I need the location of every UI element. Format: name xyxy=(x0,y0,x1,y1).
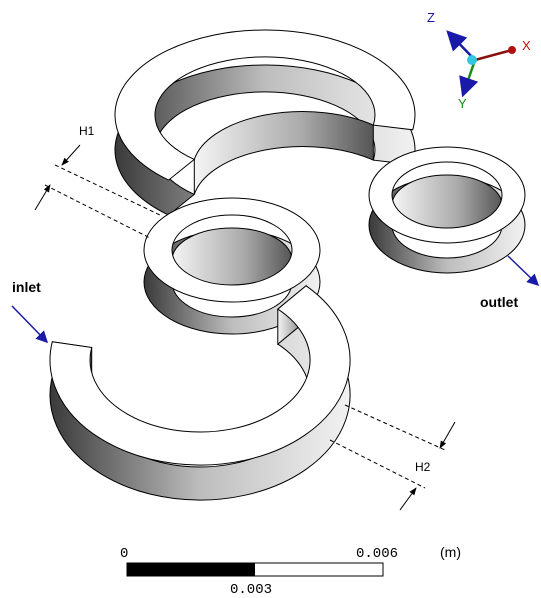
scale-start: 0 xyxy=(120,546,128,562)
scale-mid: 0.003 xyxy=(230,582,272,598)
dimension-h2: H2 xyxy=(330,405,455,510)
y-axis-label: Y xyxy=(458,96,467,111)
z-axis-label: Z xyxy=(427,10,435,25)
h1-label: H1 xyxy=(79,124,95,138)
h2-label: H2 xyxy=(415,460,431,474)
right-ring xyxy=(369,147,525,273)
axis-triad: Z X Y xyxy=(427,10,531,111)
outlet-arrow xyxy=(508,256,538,285)
x-axis-label: X xyxy=(522,38,531,53)
inlet-arrow xyxy=(12,306,47,342)
scale-end: 0.006 xyxy=(356,546,398,562)
outlet-label: outlet xyxy=(480,294,518,310)
viewport: H1 H2 inlet outlet Z X Y 0 0.006 (m) 0.0… xyxy=(0,0,541,598)
scale-bar: 0 0.006 (m) 0.003 xyxy=(120,544,461,598)
page: H1 H2 inlet outlet Z X Y 0 0.006 (m) 0.0… xyxy=(0,0,541,598)
scale-unit: (m) xyxy=(440,544,461,560)
inlet-label: inlet xyxy=(12,279,41,295)
